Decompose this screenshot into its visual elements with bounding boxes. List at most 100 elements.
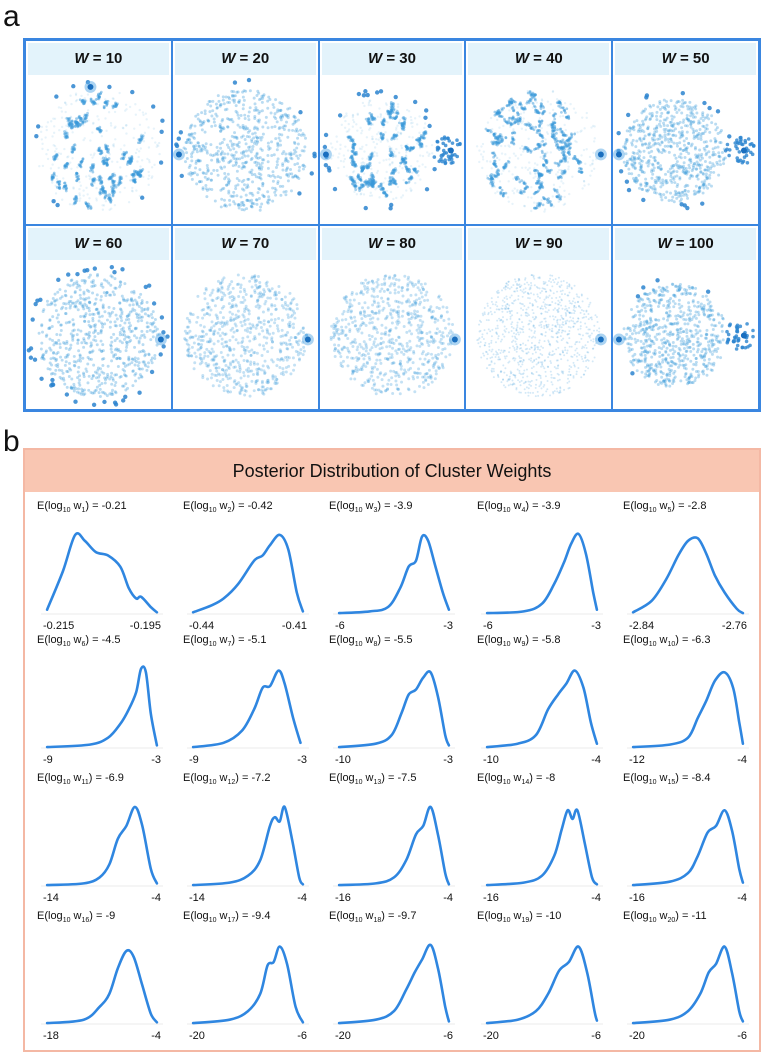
x-max-tick: -0.41 bbox=[282, 620, 307, 632]
cluster-cell-w70: W = 70 bbox=[171, 225, 319, 410]
cluster-scatter bbox=[182, 273, 314, 398]
posterior-curve bbox=[45, 665, 159, 749]
posterior-plot-label: E(log10 w8) = -5.5 bbox=[329, 634, 413, 648]
posterior-curve bbox=[485, 808, 599, 887]
posterior-plot-label: E(log10 w9) = -5.8 bbox=[477, 634, 561, 648]
cluster-cell-w90: W = 90 bbox=[465, 225, 613, 410]
posterior-plot-w10: E(log10 w10) = -6.3 -12 -4 bbox=[623, 634, 749, 766]
cluster-cell-w40: W = 40 bbox=[465, 40, 613, 225]
posterior-plot-w11: E(log10 w11) = -6.9 -14 -4 bbox=[37, 772, 163, 904]
x-min-tick: -20 bbox=[629, 1030, 645, 1042]
x-min-tick: -16 bbox=[483, 892, 499, 904]
posterior-plot-w20: E(log10 w20) = -11 -20 -6 bbox=[623, 910, 749, 1042]
posterior-plot-w14: E(log10 w14) = -8 -16 -4 bbox=[477, 772, 603, 904]
cluster-scatter bbox=[329, 273, 461, 396]
cluster-cell-label: W = 30 bbox=[321, 43, 463, 75]
x-max-tick: -3 bbox=[151, 754, 161, 766]
panel-b-box: Posterior Distribution of Cluster Weight… bbox=[23, 448, 761, 1052]
posterior-plot-label: E(log10 w18) = -9.7 bbox=[329, 910, 416, 924]
x-min-tick: -14 bbox=[189, 892, 205, 904]
x-max-tick: -6 bbox=[297, 1030, 307, 1042]
posterior-plot-w18: E(log10 w18) = -9.7 -20 -6 bbox=[329, 910, 455, 1042]
x-max-tick: -3 bbox=[443, 620, 453, 632]
posterior-plot-w15: E(log10 w15) = -8.4 -16 -4 bbox=[623, 772, 749, 904]
cluster-cell-w10: W = 10 bbox=[25, 40, 172, 225]
cluster-cell-w20: W = 20 bbox=[171, 40, 319, 225]
cluster-cell-label: W = 70 bbox=[174, 228, 316, 260]
cluster-scatter bbox=[34, 79, 165, 211]
posterior-curve bbox=[191, 533, 305, 614]
posterior-plot-label: E(log10 w7) = -5.1 bbox=[183, 634, 267, 648]
cluster-cell-label: W = 90 bbox=[468, 228, 610, 260]
x-min-tick: -20 bbox=[335, 1030, 351, 1042]
cluster-scatter bbox=[172, 77, 317, 212]
cluster-scatter bbox=[319, 89, 462, 211]
posterior-plot-label: E(log10 w20) = -11 bbox=[623, 910, 707, 924]
posterior-curve bbox=[337, 805, 451, 887]
posterior-curve bbox=[631, 670, 745, 749]
panel-a-letter: a bbox=[3, 0, 20, 33]
posterior-plot-w3: E(log10 w3) = -3.9 -6 -3 bbox=[329, 500, 455, 632]
posterior-plot-w16: E(log10 w16) = -9 -18 -4 bbox=[37, 910, 163, 1042]
x-max-tick: -3 bbox=[443, 754, 453, 766]
posterior-curve bbox=[45, 532, 159, 614]
posterior-plot-label: E(log10 w16) = -9 bbox=[37, 910, 115, 924]
x-min-tick: -16 bbox=[629, 892, 645, 904]
posterior-plot-label: E(log10 w5) = -2.8 bbox=[623, 500, 707, 514]
x-max-tick: -6 bbox=[737, 1030, 747, 1042]
posterior-curve bbox=[45, 948, 159, 1025]
cluster-scatter bbox=[476, 274, 608, 398]
x-min-tick: -9 bbox=[189, 754, 199, 766]
posterior-plot-w5: E(log10 w5) = -2.8 -2.84 -2.76 bbox=[623, 500, 749, 632]
x-max-tick: -3 bbox=[591, 620, 601, 632]
posterior-plot-w13: E(log10 w13) = -7.5 -16 -4 bbox=[329, 772, 455, 904]
posterior-plot-label: E(log10 w12) = -7.2 bbox=[183, 772, 270, 786]
posterior-plot-w4: E(log10 w4) = -3.9 -6 -3 bbox=[477, 500, 603, 632]
posterior-curve bbox=[337, 943, 451, 1025]
cluster-cell-w100: W = 100 bbox=[612, 225, 759, 410]
posterior-plot-label: E(log10 w4) = -3.9 bbox=[477, 500, 561, 514]
posterior-plot-label: E(log10 w19) = -10 bbox=[477, 910, 561, 924]
cluster-scatter bbox=[26, 264, 170, 407]
x-max-tick: -4 bbox=[151, 892, 161, 904]
posterior-plot-w2: E(log10 w2) = -0.42 -0.44 -0.41 bbox=[183, 500, 309, 632]
panel-b-title: Posterior Distribution of Cluster Weight… bbox=[25, 450, 759, 492]
x-min-tick: -16 bbox=[335, 892, 351, 904]
posterior-curve bbox=[191, 805, 305, 887]
posterior-curve bbox=[631, 809, 745, 887]
x-max-tick: -4 bbox=[297, 892, 307, 904]
x-max-tick: -4 bbox=[737, 754, 747, 766]
posterior-plot-w6: E(log10 w6) = -4.5 -9 -3 bbox=[37, 634, 163, 766]
panel-b-letter: b bbox=[3, 425, 20, 458]
cluster-scatter bbox=[613, 278, 755, 388]
cluster-cell-w30: W = 30 bbox=[318, 40, 466, 225]
cluster-cell-w80: W = 80 bbox=[318, 225, 466, 410]
posterior-plot-label: E(log10 w6) = -4.5 bbox=[37, 634, 121, 648]
posterior-plot-w9: E(log10 w9) = -5.8 -10 -4 bbox=[477, 634, 603, 766]
posterior-plot-label: E(log10 w10) = -6.3 bbox=[623, 634, 710, 648]
x-max-tick: -4 bbox=[737, 892, 747, 904]
posterior-curve bbox=[485, 945, 599, 1025]
cluster-cell-label: W = 20 bbox=[174, 43, 316, 75]
posterior-curve bbox=[337, 670, 451, 749]
x-max-tick: -3 bbox=[297, 754, 307, 766]
x-max-tick: -4 bbox=[591, 754, 601, 766]
x-max-tick: -2.76 bbox=[722, 620, 747, 632]
posterior-plot-label: E(log10 w15) = -8.4 bbox=[623, 772, 710, 786]
cluster-cell-label: W = 10 bbox=[28, 43, 169, 75]
x-min-tick: -14 bbox=[43, 892, 59, 904]
x-min-tick: -20 bbox=[189, 1030, 205, 1042]
x-min-tick: -12 bbox=[629, 754, 645, 766]
posterior-plot-w17: E(log10 w17) = -9.4 -20 -6 bbox=[183, 910, 309, 1042]
x-max-tick: -4 bbox=[151, 1030, 161, 1042]
posterior-curve bbox=[631, 945, 745, 1025]
posterior-plot-w19: E(log10 w19) = -10 -20 -6 bbox=[477, 910, 603, 1042]
posterior-plot-w7: E(log10 w7) = -5.1 -9 -3 bbox=[183, 634, 309, 766]
posterior-curve bbox=[45, 805, 159, 887]
cluster-cell-label: W = 60 bbox=[28, 228, 169, 260]
posterior-plot-w8: E(log10 w8) = -5.5 -10 -3 bbox=[329, 634, 455, 766]
cluster-cell-label: W = 100 bbox=[615, 228, 756, 260]
posterior-plot-label: E(log10 w14) = -8 bbox=[477, 772, 555, 786]
posterior-plot-w12: E(log10 w12) = -7.2 -14 -4 bbox=[183, 772, 309, 904]
